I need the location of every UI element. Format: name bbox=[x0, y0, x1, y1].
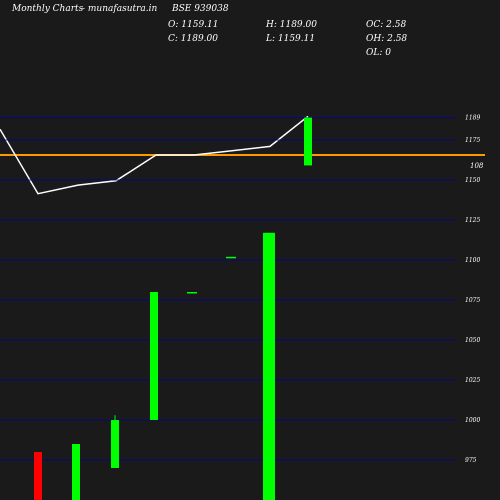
symbol-label: BSE 939038 bbox=[172, 4, 229, 14]
y-tick-label: 1189 bbox=[465, 115, 480, 122]
y-tick-label: 1150 bbox=[465, 177, 480, 184]
close-value: C: 1189.00 bbox=[168, 34, 218, 44]
candle-body bbox=[111, 420, 119, 468]
price-line bbox=[0, 115, 309, 195]
y-tick-label: 1075 bbox=[465, 297, 480, 304]
site-label: - munafasutra.in bbox=[82, 4, 158, 14]
candle-body bbox=[226, 256, 236, 259]
y-tick-label: 1000 bbox=[465, 417, 480, 424]
candle-body bbox=[72, 444, 80, 500]
candle-body bbox=[150, 292, 158, 420]
y-tick-label: 1025 bbox=[465, 377, 480, 384]
oh-value: OH: 2.58 bbox=[366, 34, 408, 44]
reference-label: 108 bbox=[470, 162, 484, 170]
candle-body bbox=[187, 292, 197, 294]
y-tick-label: 1125 bbox=[465, 217, 480, 224]
y-tick-label: 1050 bbox=[465, 337, 480, 344]
candle-body bbox=[263, 232, 275, 500]
oc-value: OC: 2.58 bbox=[366, 20, 407, 30]
line-chart: 108 bbox=[0, 115, 485, 195]
candle-body bbox=[304, 117, 312, 166]
ol-value: OL: 0 bbox=[366, 48, 391, 58]
open-value: O: 1159.11 bbox=[168, 20, 219, 30]
low-value: L: 1159.11 bbox=[266, 34, 316, 44]
high-value: H: 1189.00 bbox=[266, 20, 317, 30]
y-tick-label: 975 bbox=[465, 457, 477, 464]
candle-body bbox=[34, 452, 42, 500]
y-tick-label: 1175 bbox=[465, 137, 480, 144]
brand-label: Monthly Charts bbox=[12, 4, 84, 14]
y-tick-label: 1100 bbox=[465, 257, 480, 264]
